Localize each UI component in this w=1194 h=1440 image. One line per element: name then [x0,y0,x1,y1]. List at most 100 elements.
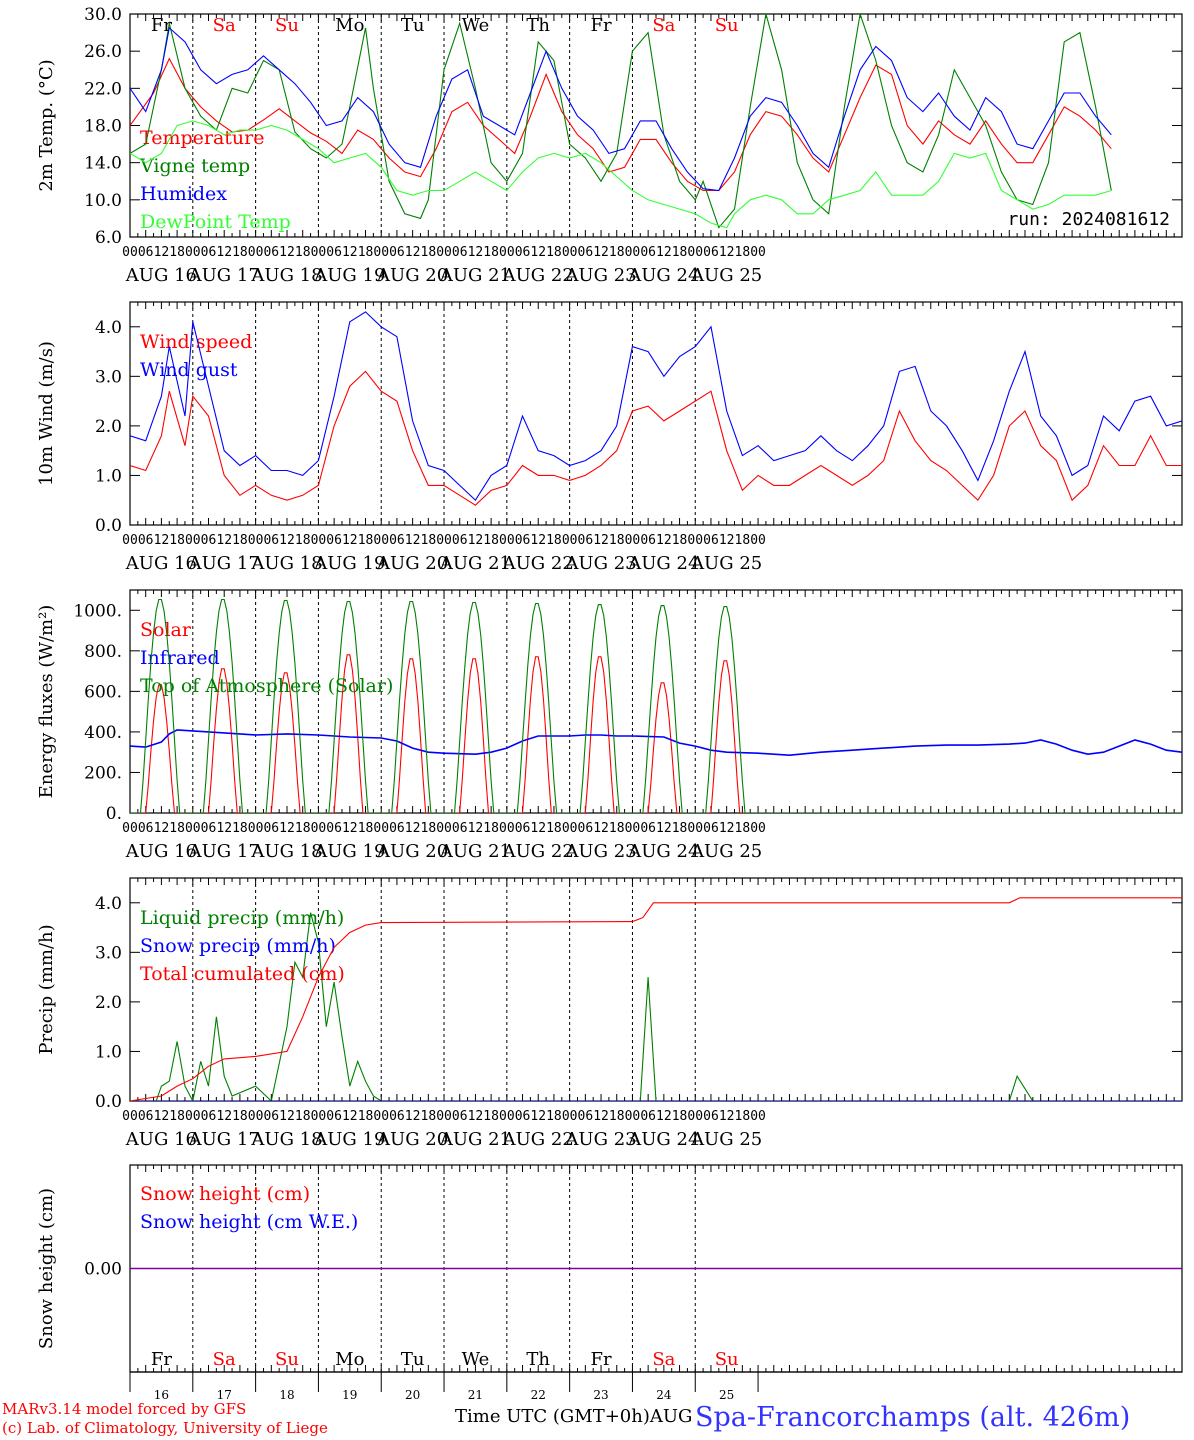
hour-tick-label: 06 [389,821,405,836]
hour-tick-label: 00 [248,1109,264,1124]
date-label: AUG 23 [564,265,636,286]
hour-tick-label: 18 [546,821,562,836]
day-name-bottom: Sa [652,1349,675,1370]
hour-tick-label: 18 [483,245,499,260]
hour-tick-label: 00 [562,533,578,548]
date-label: AUG 21 [439,553,511,574]
day-number-bottom: 16 [154,1388,169,1402]
hour-tick-label: 18 [609,245,625,260]
hour-tick-label: 12 [656,533,672,548]
hour-tick-label: 06 [138,533,154,548]
hour-tick-label: 18 [609,1109,625,1124]
hour-tick-label: 06 [703,821,719,836]
hour-tick-label: 00 [311,821,327,836]
y-tick-label: 22.0 [84,79,122,99]
hour-tick-label: 00 [562,245,578,260]
date-label: AUG 24 [627,841,699,862]
hour-tick-label: 06 [703,245,719,260]
hour-tick-label: 06 [452,1109,468,1124]
hour-tick-label: 06 [389,245,405,260]
hour-tick-label: 12 [342,821,358,836]
day-number-bottom: 18 [279,1388,294,1402]
hour-tick-label: 00 [436,245,452,260]
day-name-bottom: Sa [213,1349,236,1370]
hour-tick-label: 18 [358,1109,374,1124]
series-line [130,729,1182,757]
hour-tick-label: 00 [185,533,201,548]
model-credit: MARv3.14 model forced by GFS [2,1400,247,1418]
hour-tick-label: 12 [593,533,609,548]
hour-tick-label: 18 [735,1109,751,1124]
hour-tick-label: 00 [373,821,389,836]
y-axis-label: Snow height (cm) [36,1188,57,1349]
date-label: AUG 20 [376,265,448,286]
series-line [130,370,1182,506]
day-name-bottom: Fr [151,1349,172,1370]
hour-tick-label: 12 [154,1109,170,1124]
y-tick-label: 4.0 [95,318,122,338]
legend-entry: Liquid precip (mm/h) [140,907,344,929]
hour-tick-label: 00 [436,533,452,548]
legend-entry: Snow precip (mm/h) [140,935,336,957]
hour-tick-label: 00 [499,533,515,548]
hour-tick-label: 12 [719,245,735,260]
hour-tick-label: 06 [515,533,531,548]
hour-tick-label: 18 [609,821,625,836]
date-label: AUG 17 [188,553,260,574]
hour-tick-label: 06 [201,533,217,548]
day-name-top: Su [715,15,739,36]
legend-entry: Snow height (cm) [140,1183,310,1205]
hour-tick-label: 00 [750,245,766,260]
hour-tick-label: 18 [735,245,751,260]
hour-tick-label: 00 [687,245,703,260]
hour-tick-label: 12 [530,1109,546,1124]
hour-tick-label: 12 [530,245,546,260]
hour-tick-label: 12 [279,533,295,548]
day-name-bottom: Su [715,1349,739,1370]
hour-tick-label: 18 [609,533,625,548]
hour-tick-label: 06 [326,533,342,548]
y-tick-label: 3.0 [95,943,122,963]
hour-tick-label: 00 [750,1109,766,1124]
y-tick-label: 200. [84,763,122,783]
date-label: AUG 18 [250,841,322,862]
hour-tick-label: 06 [138,245,154,260]
date-label: AUG 23 [564,1129,636,1150]
date-label: AUG 19 [313,553,385,574]
hour-tick-label: 06 [640,245,656,260]
hour-tick-label: 00 [687,821,703,836]
hour-tick-label: 12 [656,245,672,260]
date-label: AUG 16 [125,265,197,286]
date-label: AUG 22 [502,265,574,286]
hour-tick-label: 18 [295,821,311,836]
day-name-bottom: Th [526,1349,550,1370]
hour-tick-label: 12 [279,821,295,836]
hour-tick-label: 12 [154,245,170,260]
day-name-bottom: Mo [335,1349,364,1370]
y-tick-label: 0.0 [95,1092,122,1112]
date-label: AUG 18 [250,265,322,286]
y-axis-label: Energy fluxes (W/m²) [36,605,57,799]
hour-tick-label: 12 [530,533,546,548]
y-axis-label: 10m Wind (m/s) [36,341,57,486]
hour-tick-label: 00 [625,245,641,260]
hour-tick-label: 00 [122,533,138,548]
hour-tick-label: 00 [373,533,389,548]
hour-tick-label: 00 [562,1109,578,1124]
hour-tick-label: 18 [546,1109,562,1124]
date-label: AUG 25 [690,265,762,286]
hour-tick-label: 18 [483,533,499,548]
hour-tick-label: 06 [640,533,656,548]
hour-tick-label: 06 [578,245,594,260]
hour-tick-label: 18 [421,821,437,836]
hour-tick-label: 12 [468,245,484,260]
hour-tick-label: 06 [640,1109,656,1124]
hour-tick-label: 18 [672,1109,688,1124]
hour-tick-label: 06 [452,533,468,548]
date-label: AUG 19 [313,1129,385,1150]
y-tick-label: 1000. [73,601,122,621]
y-tick-label: 2.0 [95,993,122,1013]
series-line [130,311,1182,502]
day-number-bottom: 20 [405,1388,420,1402]
hour-tick-label: 00 [436,821,452,836]
